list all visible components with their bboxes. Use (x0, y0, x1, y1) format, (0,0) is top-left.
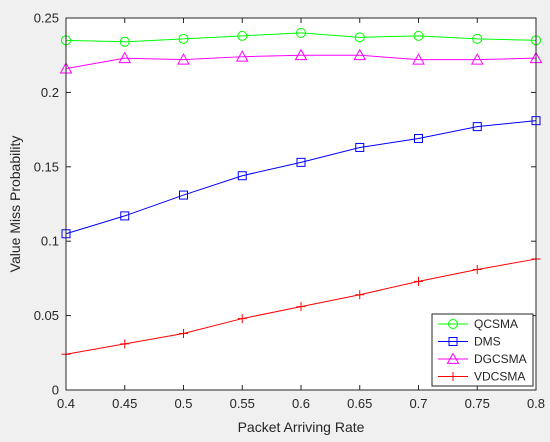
x-tick-label: 0.7 (409, 396, 427, 411)
legend-label: VDCSMA (474, 370, 525, 384)
point-marker-circle (296, 27, 306, 38)
point-marker-plus (355, 290, 365, 300)
point-marker-circle (178, 33, 189, 44)
y-tick-label: 0.15 (34, 159, 59, 174)
point-marker-square (355, 142, 365, 152)
legend-item: VDCSMA (438, 370, 525, 384)
legend-item: DGCSMA (438, 352, 527, 366)
point-marker-triangle (470, 53, 484, 65)
point-marker-square (296, 157, 306, 167)
series-dms (61, 116, 541, 239)
x-tick-label: 0.8 (527, 396, 545, 411)
point-marker-triangle (353, 48, 367, 61)
ticks-layer: 0.4 0.45 0.5 0.55 0.6 0.65 0.7 0.75 0.8 0 0.05 0.1 0… (34, 11, 545, 412)
legend-label: QCSMA (474, 317, 518, 331)
y-tick-label: 0.2 (41, 85, 59, 100)
x-tick-label: 0.75 (465, 396, 490, 411)
point-marker-square (237, 171, 247, 181)
series-layer (59, 27, 543, 359)
point-marker-circle (237, 30, 248, 41)
legend-item: QCSMA (438, 317, 518, 331)
point-marker-triangle (235, 50, 249, 62)
legend: QCSMA DMS DGCSMA VDCSMA (431, 313, 534, 387)
y-tick-label: 0.25 (34, 11, 59, 26)
point-marker-triangle (294, 48, 308, 61)
series-line (65, 54, 537, 70)
series-line (65, 120, 537, 235)
point-marker-circle (119, 36, 130, 47)
point-marker-square (179, 190, 188, 200)
y-tick-label: 0 (52, 383, 59, 398)
point-marker-circle (448, 319, 458, 329)
series-line (65, 32, 537, 43)
point-marker-square (448, 337, 458, 346)
x-axis-label: Packet Arriving Rate (238, 419, 365, 435)
point-marker-circle (354, 32, 365, 43)
point-marker-triangle (446, 352, 460, 364)
point-marker-plus (296, 302, 306, 312)
y-tick-label: 0.05 (34, 308, 59, 323)
legend-label: DGCSMA (474, 352, 527, 366)
point-marker-plus (448, 372, 458, 381)
x-tick-label: 0.55 (230, 396, 255, 411)
point-marker-triangle (412, 53, 425, 65)
y-tick-label: 0.1 (41, 234, 59, 249)
legend-item: DMS (438, 335, 501, 349)
x-tick-label: 0.5 (174, 396, 192, 411)
x-tick-label: 0.45 (112, 396, 137, 411)
point-marker-triangle (177, 53, 190, 65)
x-tick-label: 0.6 (292, 396, 310, 411)
point-marker-square (472, 122, 482, 132)
y-axis-label: Value Miss Probability (7, 136, 23, 273)
point-marker-circle (472, 33, 483, 44)
point-marker-square (414, 134, 423, 144)
point-marker-circle (413, 30, 424, 41)
point-marker-plus (179, 328, 188, 338)
legend-label: DMS (474, 335, 501, 349)
point-marker-plus (237, 314, 247, 324)
series-qcsma (61, 27, 541, 47)
point-marker-plus (472, 264, 482, 274)
x-tick-label: 0.4 (57, 396, 75, 411)
point-marker-triangle (118, 51, 132, 64)
point-marker-square (120, 211, 130, 221)
point-marker-plus (120, 339, 130, 349)
point-marker-plus (414, 276, 423, 286)
x-tick-label: 0.65 (347, 396, 372, 411)
